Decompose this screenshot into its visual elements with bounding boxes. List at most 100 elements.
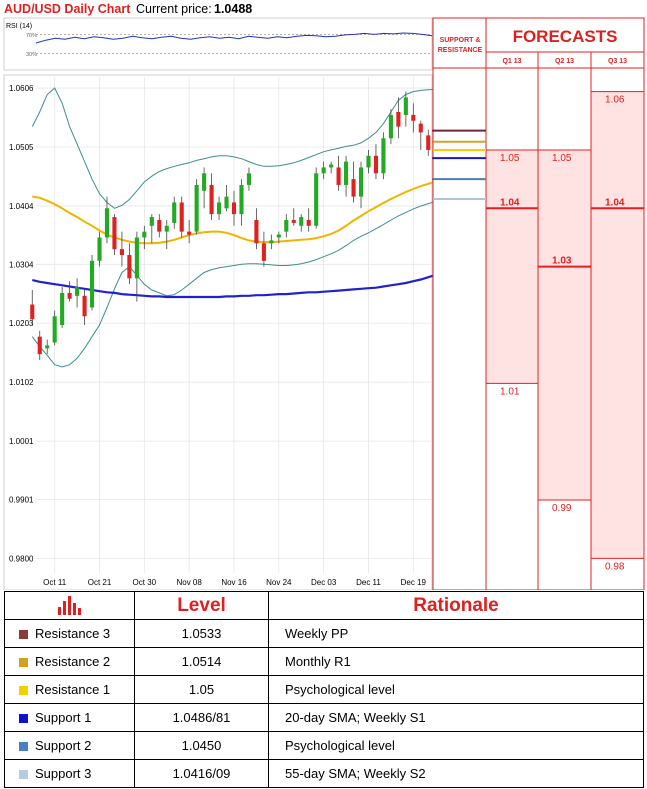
candle-body — [366, 155, 371, 168]
candle-body — [119, 249, 124, 255]
table-row: Support 1 1.0486/81 20-day SMA; Weekly S1 — [4, 703, 644, 732]
rsi-panel: RSI (14) 70% 30% — [3, 17, 433, 71]
level-value: 1.0450 — [134, 731, 269, 760]
candle-body — [164, 225, 169, 232]
candle-body — [187, 231, 192, 235]
current-price-value: 1.0488 — [214, 2, 252, 16]
forecast-level-label: 1.05 — [552, 153, 572, 164]
level-color-swatch — [19, 658, 28, 667]
forecast-level-label: 1.04 — [500, 197, 520, 208]
y-tick-label: 0.9901 — [9, 495, 34, 504]
quarter-label: Q2 13 — [555, 58, 574, 65]
candle-body — [89, 260, 95, 308]
candle-body — [112, 217, 117, 250]
candle-body — [381, 138, 386, 174]
x-tick-label: Nov 24 — [266, 578, 292, 587]
candle-body — [231, 202, 237, 215]
candle-body — [45, 345, 50, 349]
level-color-swatch — [19, 686, 28, 695]
candle-body — [351, 179, 356, 197]
sr-header-line2: RESISTANCE — [438, 47, 483, 54]
level-color-swatch — [19, 742, 28, 751]
forecast-level-label: 1.03 — [552, 256, 572, 267]
candle-body — [37, 336, 42, 355]
current-price-label: Current price: — [136, 2, 212, 16]
x-tick-label: Dec 19 — [401, 578, 427, 587]
table-row: Support 3 1.0416/09 55-day SMA; Weekly S2 — [4, 759, 644, 788]
candle-body — [411, 114, 416, 121]
sr-header-line1: SUPPORT & — [440, 37, 481, 44]
candle-body — [306, 219, 311, 226]
level-name: Support 3 — [35, 766, 92, 781]
sma-55-line — [32, 273, 437, 299]
candle-body — [82, 295, 87, 317]
candle-body — [329, 164, 334, 168]
candle-body — [321, 167, 326, 174]
level-rationale: 55-day SMA; Weekly S2 — [268, 759, 644, 788]
candle-body — [75, 287, 80, 296]
level-name: Support 1 — [35, 710, 92, 725]
candle-body — [418, 123, 423, 133]
rsi-label: RSI (14) — [6, 23, 32, 30]
rsi-level-label: 30% — [26, 52, 37, 58]
candle-body — [60, 292, 65, 325]
forecast-level-label: 1.04 — [605, 197, 625, 208]
table-row: Support 2 1.0450 Psychological level — [4, 731, 644, 760]
level-rationale: Psychological level — [268, 675, 644, 704]
level-color-swatch — [19, 714, 28, 723]
rationale-column-header: Rationale — [268, 591, 644, 620]
candle-body — [127, 254, 132, 279]
y-tick-label: 0.9800 — [9, 554, 34, 563]
forecasts-title: FORECASTS — [513, 27, 618, 46]
candle-body — [396, 112, 401, 127]
rsi-level-label: 70% — [26, 33, 37, 39]
candle-body — [157, 219, 162, 232]
y-tick-label: 1.0102 — [9, 378, 34, 387]
y-tick-label: 1.0404 — [9, 202, 34, 211]
candle-body — [254, 219, 259, 244]
level-name-cell: Resistance 2 — [4, 647, 135, 676]
candle-body — [224, 196, 229, 209]
candle-body — [373, 155, 379, 174]
candle-body — [104, 208, 110, 238]
x-tick-label: Nov 16 — [221, 578, 247, 587]
forecast-level-label: 1.01 — [500, 386, 520, 397]
candle-body — [142, 231, 147, 238]
level-name: Resistance 3 — [35, 626, 111, 641]
sma-20-line — [32, 180, 436, 245]
forecasts-panel: FORECASTS SUPPORT & RESISTANCE Q1 13 1.05 1.0… — [432, 17, 645, 590]
forecast-level-label: 1.06 — [605, 95, 625, 106]
level-value: 1.05 — [134, 675, 269, 704]
chart-stage: AUD/USD Daily Chart Current price: 1.0488 … — [3, 2, 645, 590]
forecast-range-band — [486, 149, 538, 384]
level-name: Support 2 — [35, 738, 92, 753]
levels-table: Level Rationale Resistance 3 1.0533 Weekly… — [4, 591, 644, 788]
candle-body — [97, 237, 102, 261]
y-tick-label: 1.0304 — [9, 260, 34, 269]
y-tick-label: 1.0203 — [9, 319, 34, 328]
level-name-cell: Support 2 — [4, 731, 135, 760]
table-row: Resistance 3 1.0533 Weekly PP — [4, 619, 644, 648]
candle-body — [344, 161, 349, 185]
table-row: Resistance 1 1.05 Psychological level — [4, 675, 644, 704]
candle-body — [336, 167, 341, 185]
candle-body — [291, 219, 296, 223]
candle-body — [217, 202, 222, 215]
candle-body — [299, 217, 304, 226]
x-tick-label: Oct 11 — [43, 578, 67, 587]
level-name: Resistance 1 — [35, 682, 111, 697]
candle-body — [67, 292, 72, 299]
level-color-swatch — [19, 630, 28, 639]
level-value: 1.0486/81 — [134, 703, 269, 732]
chart-header: AUD/USD Daily Chart Current price: 1.0488 — [4, 2, 252, 16]
forecast-level-label: 1.05 — [500, 153, 520, 164]
candle-body — [426, 135, 431, 150]
candle-body — [30, 304, 35, 320]
y-tick-label: 1.0606 — [9, 84, 34, 93]
level-name-cell: Resistance 3 — [4, 619, 135, 648]
candle-body — [358, 167, 364, 197]
candle-body — [246, 173, 251, 185]
candle-body — [239, 184, 244, 215]
candle-body — [209, 184, 214, 215]
bollinger-lower-band — [31, 200, 436, 368]
